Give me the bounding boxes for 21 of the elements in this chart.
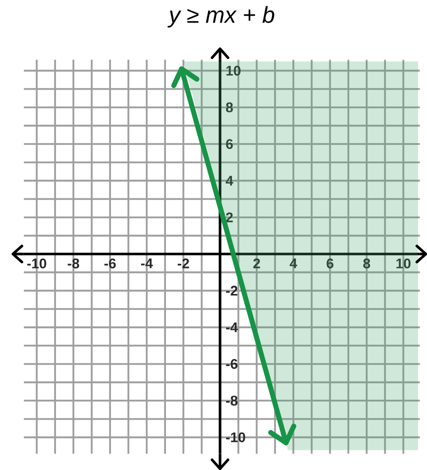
x-tick-label: -4 bbox=[141, 258, 153, 268]
y-tick-label: -4 bbox=[226, 322, 238, 332]
x-tick-label: -2 bbox=[178, 258, 190, 268]
x-tick-label: -6 bbox=[104, 258, 116, 268]
y-tick-label: -2 bbox=[226, 286, 238, 296]
y-tick-label: 4 bbox=[226, 176, 234, 186]
y-tick-label: -6 bbox=[226, 359, 238, 369]
chart-title: y ≥ mx + b bbox=[167, 6, 274, 28]
y-tick-label: 6 bbox=[226, 139, 233, 149]
x-tick-label: -10 bbox=[27, 258, 46, 268]
y-tick-label: 8 bbox=[226, 102, 233, 112]
y-tick-label: -10 bbox=[226, 432, 246, 442]
x-tick-label: 10 bbox=[396, 258, 411, 268]
y-tick-label: 10 bbox=[226, 66, 240, 76]
x-tick-label: 4 bbox=[290, 258, 298, 268]
x-tick-label: 8 bbox=[363, 258, 370, 268]
x-tick-label: 6 bbox=[326, 258, 334, 268]
y-tick-label: -8 bbox=[226, 396, 238, 406]
y-tick-label: 2 bbox=[226, 212, 233, 222]
x-tick-label: -8 bbox=[68, 258, 80, 268]
x-tick-label: 2 bbox=[253, 258, 260, 268]
